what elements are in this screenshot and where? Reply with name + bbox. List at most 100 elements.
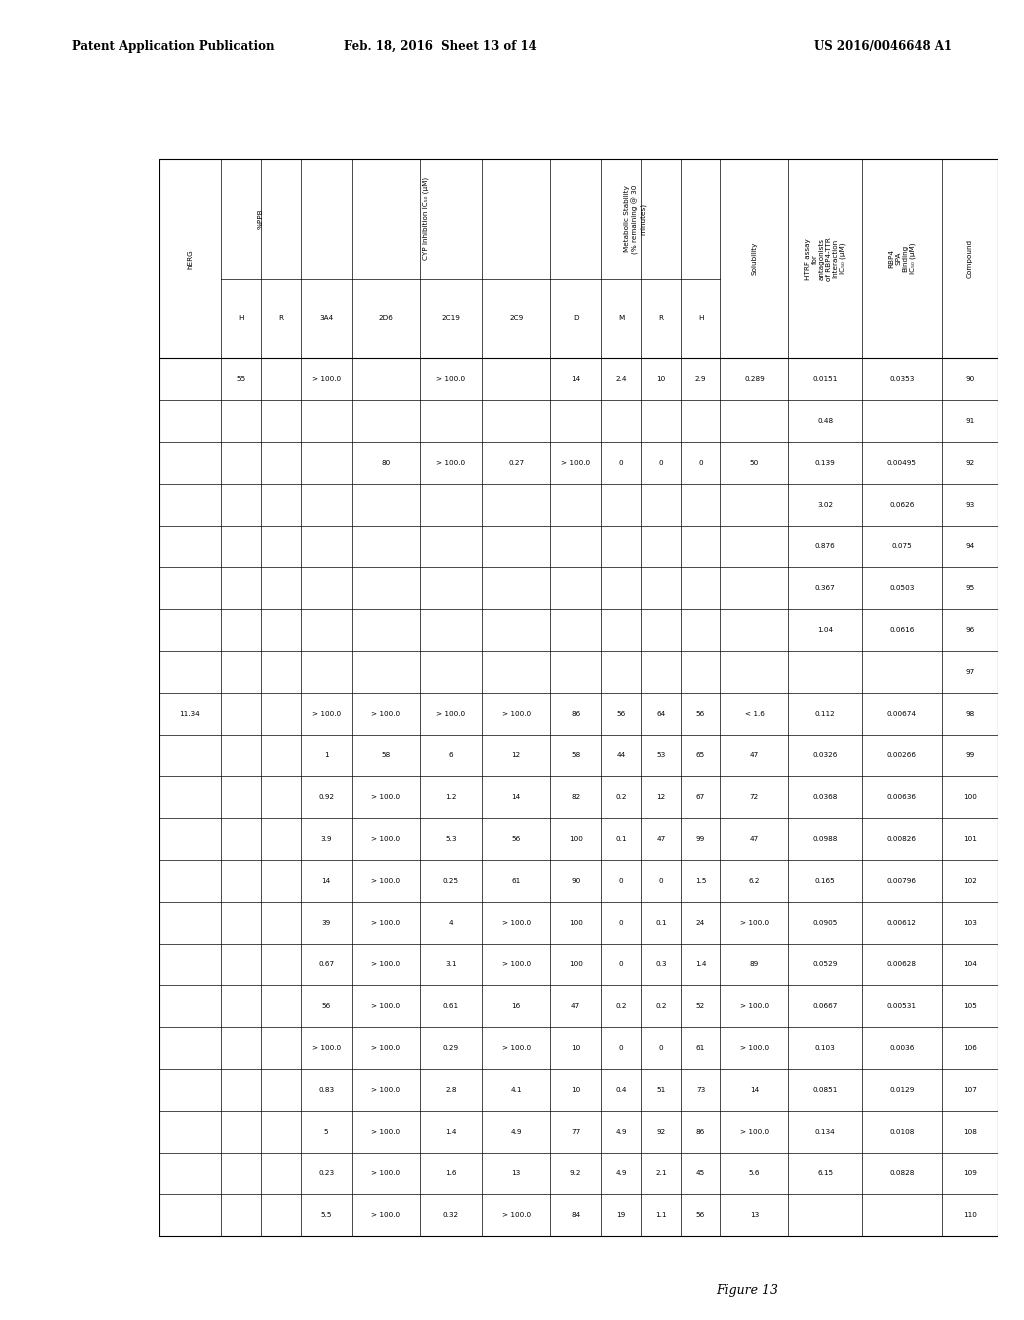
Text: 1: 1 [324, 752, 329, 759]
Text: 0.61: 0.61 [442, 1003, 459, 1010]
Text: 0: 0 [618, 961, 624, 968]
Text: 0.1: 0.1 [615, 836, 627, 842]
Text: < 1.6: < 1.6 [744, 710, 764, 717]
Text: 0.2: 0.2 [655, 1003, 667, 1010]
Text: 0.00636: 0.00636 [887, 795, 916, 800]
Text: RBP4
SPA
Binding
IC₅₀ (μM): RBP4 SPA Binding IC₅₀ (μM) [888, 243, 915, 275]
Text: 0.4: 0.4 [615, 1086, 627, 1093]
Text: > 100.0: > 100.0 [436, 459, 466, 466]
Text: 80: 80 [381, 459, 390, 466]
Text: 105: 105 [964, 1003, 977, 1010]
Text: 10: 10 [656, 376, 666, 383]
Text: 0: 0 [698, 459, 702, 466]
Text: 106: 106 [964, 1045, 977, 1051]
Text: 0: 0 [618, 878, 624, 884]
Text: 0.27: 0.27 [508, 459, 524, 466]
Text: 47: 47 [750, 836, 759, 842]
Text: 12: 12 [512, 752, 521, 759]
Text: R: R [279, 315, 284, 322]
Text: 89: 89 [750, 961, 759, 968]
Text: 0.0151: 0.0151 [813, 376, 838, 383]
Text: 84: 84 [571, 1212, 581, 1218]
Text: 0.165: 0.165 [815, 878, 836, 884]
Text: 2.4: 2.4 [615, 376, 627, 383]
Text: 4.9: 4.9 [615, 1129, 627, 1135]
Text: 100: 100 [568, 836, 583, 842]
Text: 0.134: 0.134 [815, 1129, 836, 1135]
Text: 0.00495: 0.00495 [887, 459, 916, 466]
Text: 2.1: 2.1 [655, 1171, 667, 1176]
Text: Patent Application Publication: Patent Application Publication [72, 40, 274, 53]
Text: 73: 73 [696, 1086, 706, 1093]
Text: 13: 13 [512, 1171, 521, 1176]
Text: 14: 14 [750, 1086, 759, 1093]
Text: 24: 24 [696, 920, 706, 925]
Text: 64: 64 [656, 710, 666, 717]
Text: 0.0988: 0.0988 [813, 836, 838, 842]
Text: Figure 13: Figure 13 [717, 1284, 778, 1296]
Text: > 100.0: > 100.0 [371, 1129, 400, 1135]
Text: > 100.0: > 100.0 [740, 1003, 769, 1010]
Text: 100: 100 [568, 961, 583, 968]
Text: 0.0529: 0.0529 [813, 961, 838, 968]
Text: M: M [618, 315, 625, 322]
Text: R: R [658, 315, 664, 322]
Text: 0.112: 0.112 [815, 710, 836, 717]
Text: 92: 92 [656, 1129, 666, 1135]
Text: 2C19: 2C19 [441, 315, 461, 322]
Text: 0.48: 0.48 [817, 418, 834, 424]
Text: 10: 10 [571, 1086, 581, 1093]
Text: > 100.0: > 100.0 [371, 878, 400, 884]
Text: H: H [697, 315, 703, 322]
Text: 2.9: 2.9 [695, 376, 707, 383]
Text: > 100.0: > 100.0 [502, 1045, 530, 1051]
Text: 100: 100 [568, 920, 583, 925]
Text: 56: 56 [322, 1003, 331, 1010]
Text: 0.32: 0.32 [442, 1212, 459, 1218]
Text: 0.00531: 0.00531 [887, 1003, 916, 1010]
Text: > 100.0: > 100.0 [311, 376, 341, 383]
Text: 4.1: 4.1 [510, 1086, 522, 1093]
Text: Solubility: Solubility [752, 242, 758, 276]
Text: 0.00796: 0.00796 [887, 878, 916, 884]
Text: Compound: Compound [967, 239, 973, 279]
Text: 1.5: 1.5 [695, 878, 707, 884]
Text: 14: 14 [571, 376, 581, 383]
Text: H: H [239, 315, 244, 322]
Text: 0.0353: 0.0353 [889, 376, 914, 383]
Text: 58: 58 [571, 752, 581, 759]
Text: 65: 65 [696, 752, 706, 759]
Text: > 100.0: > 100.0 [436, 710, 466, 717]
Text: 109: 109 [964, 1171, 977, 1176]
Text: 13: 13 [750, 1212, 759, 1218]
Text: 102: 102 [964, 878, 977, 884]
Text: 107: 107 [964, 1086, 977, 1093]
Text: > 100.0: > 100.0 [740, 1045, 769, 1051]
Text: > 100.0: > 100.0 [371, 1171, 400, 1176]
Text: 14: 14 [322, 878, 331, 884]
Text: 0.00826: 0.00826 [887, 836, 916, 842]
Text: 39: 39 [322, 920, 331, 925]
Text: 0.3: 0.3 [655, 961, 667, 968]
Text: 86: 86 [696, 1129, 706, 1135]
Text: > 100.0: > 100.0 [561, 459, 590, 466]
Text: 3.9: 3.9 [321, 836, 332, 842]
Text: 47: 47 [571, 1003, 581, 1010]
Text: > 100.0: > 100.0 [371, 961, 400, 968]
Text: 96: 96 [966, 627, 975, 634]
Text: 0.29: 0.29 [442, 1045, 459, 1051]
Text: > 100.0: > 100.0 [502, 920, 530, 925]
Text: 1.4: 1.4 [445, 1129, 457, 1135]
Text: 0.1: 0.1 [655, 920, 667, 925]
Text: 94: 94 [966, 544, 975, 549]
Text: 0.367: 0.367 [815, 585, 836, 591]
Text: 67: 67 [696, 795, 706, 800]
Text: > 100.0: > 100.0 [371, 1086, 400, 1093]
Text: > 100.0: > 100.0 [436, 376, 466, 383]
Text: 99: 99 [966, 752, 975, 759]
Text: 98: 98 [966, 710, 975, 717]
Text: 99: 99 [696, 836, 706, 842]
Text: Metabolic Stability
(% remaining @ 30
minutes): Metabolic Stability (% remaining @ 30 mi… [625, 185, 646, 253]
Text: 58: 58 [381, 752, 390, 759]
Text: 104: 104 [964, 961, 977, 968]
